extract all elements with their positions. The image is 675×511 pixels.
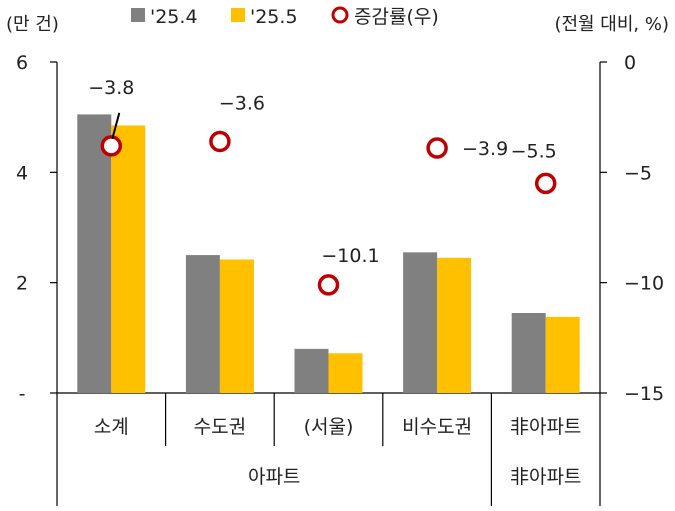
left-axis-unit: (만 건)	[6, 14, 59, 35]
rate-marker	[209, 130, 231, 153]
category-label: 非아파트	[510, 416, 581, 438]
legend: '25.4 '25.5 증감률(우)	[131, 6, 439, 28]
right-tick-label: −5	[624, 162, 652, 184]
bar-apr	[185, 255, 220, 393]
bar-may	[219, 259, 254, 393]
axes: - 2 4 6 0 −5 −10 −15	[16, 52, 664, 506]
rate-label: −3.6	[219, 92, 265, 114]
group-label: 非아파트	[510, 466, 581, 488]
bar-apr	[294, 348, 329, 393]
rate-marker	[100, 135, 123, 157]
rate-marker	[317, 274, 340, 296]
category-label: (서울)	[304, 416, 354, 438]
bar-may	[328, 353, 363, 393]
left-tick-label: -	[19, 383, 26, 405]
legend-label: '25.4	[150, 6, 198, 28]
left-tick-label: 6	[16, 52, 28, 74]
bar-apr	[77, 114, 112, 394]
category-label: 소계	[94, 416, 129, 438]
rate-marker	[534, 172, 557, 195]
left-tick-label: 4	[16, 162, 28, 184]
legend-swatch	[231, 8, 245, 22]
legend-swatch	[131, 8, 145, 22]
markers: −3.8 −3.6 −10.1 −3.9 −5.5	[88, 77, 557, 296]
category-label: 비수도권	[402, 416, 472, 438]
legend-label: '25.5	[250, 6, 298, 28]
right-tick-label: −10	[624, 273, 664, 295]
bars	[77, 114, 580, 394]
label-leader-line	[111, 112, 121, 140]
legend-marker	[331, 6, 349, 24]
bar-may	[437, 257, 472, 393]
right-axis-unit: (전월 대비, %)	[554, 14, 669, 35]
rate-label: −5.5	[511, 140, 557, 162]
category-label: 수도권	[194, 416, 246, 438]
right-tick-label: −15	[624, 383, 664, 405]
rate-label: −10.1	[321, 245, 379, 267]
legend-label: 증감률(우)	[354, 6, 439, 28]
right-tick-label: 0	[624, 52, 636, 74]
rate-label: −3.9	[462, 138, 508, 160]
bar-may	[545, 316, 580, 393]
rate-label: −3.8	[88, 77, 134, 99]
bar-apr	[511, 313, 546, 393]
bar-apr	[403, 252, 438, 393]
bar-may	[111, 125, 146, 394]
rate-marker	[426, 137, 448, 159]
left-tick-label: 2	[16, 273, 28, 295]
group-label: 아파트	[248, 466, 300, 488]
